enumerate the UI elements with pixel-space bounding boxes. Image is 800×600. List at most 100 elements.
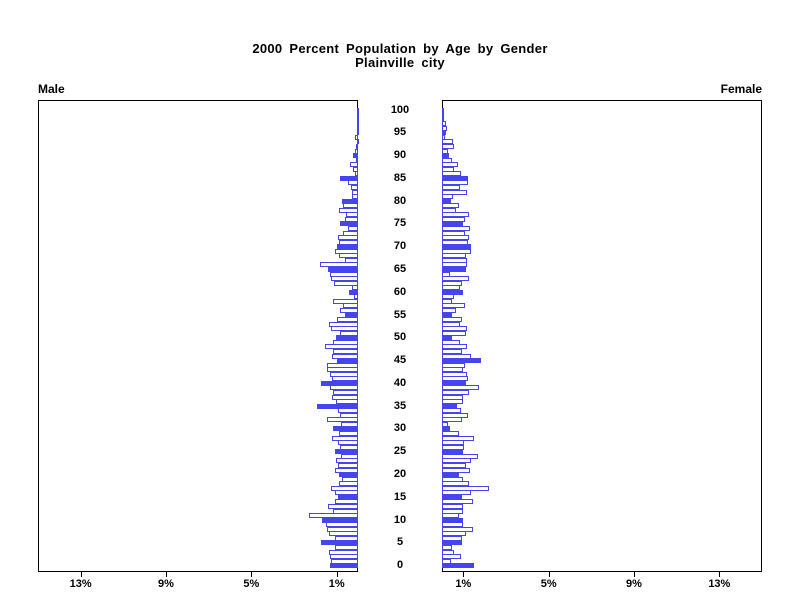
female-bar-age-63 bbox=[442, 276, 470, 282]
male-bar-age-89 bbox=[355, 157, 358, 163]
male-bar-age-7 bbox=[329, 531, 358, 537]
female-bar-age-90 bbox=[442, 153, 450, 159]
male-bar-age-61 bbox=[351, 285, 358, 291]
female-tick-label-1: 1% bbox=[455, 578, 472, 590]
age-axis-label-90: 90 bbox=[393, 149, 407, 162]
female-tick-label-9: 9% bbox=[626, 578, 642, 590]
male-bar-age-11 bbox=[309, 513, 358, 519]
male-plot-area bbox=[38, 100, 358, 572]
female-bar-age-3 bbox=[442, 549, 454, 555]
male-bar-age-70 bbox=[336, 244, 358, 250]
female-bar-age-9 bbox=[442, 522, 464, 528]
male-bar-age-88 bbox=[350, 162, 358, 168]
female-bar-age-57 bbox=[442, 303, 465, 309]
male-bar-age-50 bbox=[336, 335, 358, 341]
male-bar-age-81 bbox=[351, 194, 358, 200]
female-bar-age-31 bbox=[442, 421, 449, 427]
female-bar-age-15 bbox=[442, 494, 462, 500]
age-axis-label-5: 5 bbox=[396, 536, 404, 549]
female-bar-age-4 bbox=[442, 544, 452, 550]
male-tick-13 bbox=[80, 572, 82, 577]
male-bar-age-75 bbox=[339, 221, 358, 227]
female-bar-age-64 bbox=[442, 271, 451, 277]
male-bar-age-59 bbox=[353, 294, 358, 300]
female-tick-13 bbox=[719, 572, 721, 577]
female-bar-age-60 bbox=[442, 289, 463, 295]
female-bar-age-97 bbox=[442, 121, 446, 127]
female-bar-age-76 bbox=[442, 216, 466, 222]
male-bar-age-99 bbox=[356, 112, 359, 118]
age-axis-label-20: 20 bbox=[393, 468, 407, 481]
male-bar-age-40 bbox=[320, 380, 358, 386]
female-bar-age-33 bbox=[442, 412, 469, 418]
female-bar-age-37 bbox=[442, 394, 464, 400]
female-bar-age-91 bbox=[442, 148, 449, 154]
male-bar-age-24 bbox=[340, 453, 358, 459]
male-bar-age-51 bbox=[340, 330, 358, 336]
male-bar-age-67 bbox=[345, 257, 358, 263]
female-bar-age-6 bbox=[442, 535, 462, 541]
male-panel-label: Male bbox=[38, 82, 65, 96]
female-bar-age-59 bbox=[442, 294, 455, 300]
female-bar-age-32 bbox=[442, 417, 462, 423]
age-axis-label-25: 25 bbox=[393, 445, 407, 458]
female-bar-age-99 bbox=[442, 112, 444, 118]
chart-title: 2000 Percent Population by Age by Gender bbox=[252, 41, 548, 56]
age-axis-label-55: 55 bbox=[393, 308, 407, 321]
male-tick-label-1: 1% bbox=[328, 578, 345, 590]
female-bar-age-50 bbox=[442, 335, 452, 341]
female-bar-age-11 bbox=[442, 513, 460, 519]
age-axis-label-50: 50 bbox=[393, 331, 407, 344]
female-bar-age-84 bbox=[442, 180, 468, 186]
female-bar-age-39 bbox=[442, 385, 479, 391]
female-bar-age-17 bbox=[442, 485, 489, 491]
male-bar-age-78 bbox=[338, 207, 358, 213]
male-bar-age-82 bbox=[352, 189, 358, 195]
age-axis-label-65: 65 bbox=[393, 262, 407, 275]
male-bar-age-25 bbox=[335, 449, 358, 455]
female-bar-age-77 bbox=[442, 212, 469, 218]
female-bar-age-5 bbox=[442, 540, 462, 546]
male-bar-age-80 bbox=[342, 198, 358, 204]
female-bar-age-58 bbox=[442, 298, 452, 304]
male-bar-age-98 bbox=[356, 116, 359, 122]
male-bar-age-64 bbox=[329, 271, 358, 277]
male-bar-age-10 bbox=[321, 517, 358, 523]
female-bar-age-73 bbox=[442, 230, 466, 236]
female-bar-age-1 bbox=[442, 558, 451, 564]
female-bar-age-43 bbox=[442, 367, 464, 373]
female-bar-age-81 bbox=[442, 194, 453, 200]
male-bar-age-2 bbox=[329, 554, 358, 560]
male-bar-age-26 bbox=[339, 444, 358, 450]
male-bar-age-29 bbox=[338, 431, 358, 437]
female-bar-age-70 bbox=[442, 244, 472, 250]
male-bar-age-22 bbox=[337, 462, 358, 468]
female-bar-age-71 bbox=[442, 239, 468, 245]
female-bar-age-52 bbox=[442, 326, 467, 332]
female-bar-age-66 bbox=[442, 262, 467, 268]
female-bar-age-29 bbox=[442, 431, 460, 437]
male-bar-age-76 bbox=[345, 216, 358, 222]
female-bar-age-40 bbox=[442, 380, 466, 386]
female-bar-age-96 bbox=[442, 125, 447, 131]
male-tick-label-9: 9% bbox=[158, 578, 174, 590]
male-bar-age-37 bbox=[332, 394, 358, 400]
male-bar-age-41 bbox=[331, 376, 358, 382]
age-axis-label-80: 80 bbox=[393, 194, 407, 207]
age-axis-label-30: 30 bbox=[393, 422, 407, 435]
male-bar-age-100 bbox=[356, 107, 359, 113]
female-bar-age-80 bbox=[442, 198, 451, 204]
female-bar-age-35 bbox=[442, 403, 458, 409]
male-bar-age-66 bbox=[320, 262, 358, 268]
female-bar-age-56 bbox=[442, 308, 457, 313]
female-bar-age-74 bbox=[442, 225, 470, 231]
female-bar-age-34 bbox=[442, 408, 461, 414]
male-bar-age-52 bbox=[330, 326, 358, 332]
age-axis-label-15: 15 bbox=[393, 490, 407, 503]
male-bar-age-87 bbox=[352, 166, 358, 172]
female-bar-age-82 bbox=[442, 189, 467, 195]
age-axis-label-95: 95 bbox=[393, 126, 407, 139]
male-bar-age-8 bbox=[327, 526, 358, 532]
male-bar-age-30 bbox=[333, 426, 358, 432]
